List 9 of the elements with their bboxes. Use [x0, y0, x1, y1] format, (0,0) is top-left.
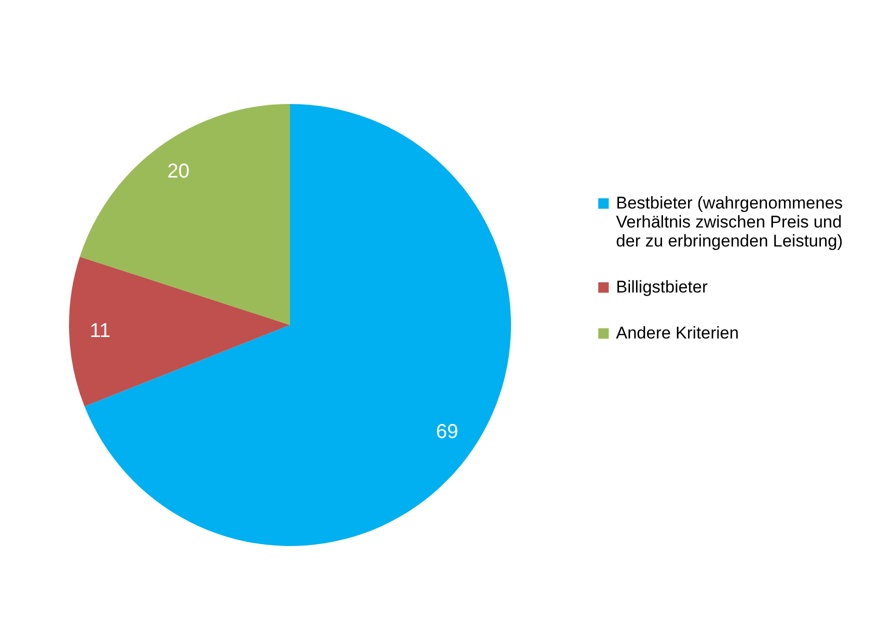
data-label: 69 — [436, 420, 458, 443]
legend-label: Bestbieter (wahrgenommenes Verhältnis zwischen Preis und der zu erbringenden Leistung) — [616, 194, 843, 250]
data-label: 20 — [167, 160, 190, 182]
pie-slice — [69, 256, 290, 406]
data-label: 11 — [90, 320, 110, 342]
pie-slice — [84, 104, 511, 546]
pie-slice — [80, 104, 290, 325]
legend-label: Billigstbieter — [616, 278, 708, 296]
legend-label: Andere Kriterien — [616, 324, 739, 342]
